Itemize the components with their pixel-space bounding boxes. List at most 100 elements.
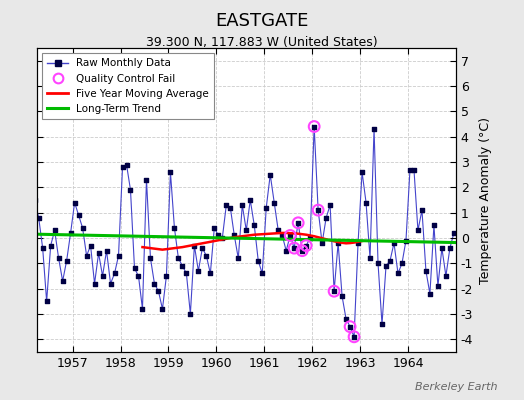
- Text: Berkeley Earth: Berkeley Earth: [416, 382, 498, 392]
- Point: [314, 207, 322, 213]
- Point: [354, 240, 362, 246]
- Point: [158, 306, 167, 312]
- Point: [450, 230, 458, 236]
- Point: [406, 166, 414, 173]
- Point: [286, 232, 294, 239]
- Point: [398, 260, 406, 266]
- Point: [302, 242, 310, 249]
- Point: [330, 288, 339, 294]
- Point: [382, 263, 390, 269]
- Point: [146, 255, 155, 262]
- Point: [434, 283, 442, 289]
- Point: [270, 199, 278, 206]
- Point: [206, 270, 214, 277]
- Point: [346, 324, 354, 330]
- Point: [358, 169, 366, 175]
- Point: [338, 293, 346, 300]
- Point: [94, 250, 103, 256]
- Point: [150, 280, 159, 287]
- Point: [118, 164, 127, 170]
- Point: [258, 270, 266, 277]
- Point: [326, 202, 334, 208]
- Point: [170, 225, 179, 231]
- Point: [390, 240, 398, 246]
- Legend: Raw Monthly Data, Quality Control Fail, Five Year Moving Average, Long-Term Tren: Raw Monthly Data, Quality Control Fail, …: [42, 53, 214, 119]
- Point: [302, 242, 310, 249]
- Point: [74, 212, 83, 218]
- Point: [286, 232, 294, 239]
- Point: [202, 252, 211, 259]
- Point: [30, 197, 39, 203]
- Point: [386, 258, 394, 264]
- Point: [38, 245, 47, 251]
- Point: [294, 220, 302, 226]
- Point: [90, 280, 99, 287]
- Point: [182, 270, 191, 277]
- Point: [250, 222, 258, 228]
- Point: [318, 240, 326, 246]
- Point: [234, 255, 243, 262]
- Point: [102, 248, 111, 254]
- Point: [334, 240, 342, 246]
- Point: [138, 306, 147, 312]
- Point: [394, 270, 402, 277]
- Point: [374, 260, 382, 266]
- Point: [47, 242, 55, 249]
- Point: [378, 321, 386, 327]
- Point: [370, 126, 378, 132]
- Point: [106, 280, 115, 287]
- Point: [226, 204, 235, 211]
- Point: [186, 311, 194, 317]
- Point: [446, 245, 454, 251]
- Point: [266, 172, 275, 178]
- Point: [190, 242, 199, 249]
- Point: [198, 245, 206, 251]
- Point: [346, 324, 354, 330]
- Point: [99, 273, 107, 279]
- Point: [298, 248, 307, 254]
- Point: [67, 230, 75, 236]
- Point: [362, 199, 370, 206]
- Point: [174, 255, 182, 262]
- Point: [114, 252, 123, 259]
- Point: [27, 240, 35, 246]
- Point: [122, 161, 130, 168]
- Point: [342, 316, 350, 322]
- Point: [218, 235, 226, 241]
- Point: [166, 169, 174, 175]
- Point: [178, 263, 187, 269]
- Point: [430, 222, 438, 228]
- Point: [442, 273, 450, 279]
- Point: [402, 237, 410, 244]
- Point: [222, 202, 231, 208]
- Point: [350, 334, 358, 340]
- Point: [246, 197, 255, 203]
- Point: [50, 227, 59, 234]
- Point: [130, 265, 139, 272]
- Point: [418, 207, 426, 213]
- Y-axis label: Temperature Anomaly (°C): Temperature Anomaly (°C): [478, 116, 492, 284]
- Point: [410, 166, 418, 173]
- Point: [154, 288, 162, 294]
- Text: EASTGATE: EASTGATE: [215, 12, 309, 30]
- Point: [262, 204, 270, 211]
- Point: [242, 227, 250, 234]
- Point: [310, 123, 319, 130]
- Point: [86, 242, 95, 249]
- Point: [290, 245, 298, 251]
- Point: [330, 288, 339, 294]
- Point: [306, 235, 314, 241]
- Point: [322, 214, 330, 221]
- Point: [425, 290, 434, 297]
- Point: [278, 232, 287, 239]
- Point: [254, 258, 263, 264]
- Point: [42, 298, 51, 304]
- Point: [282, 248, 290, 254]
- Point: [310, 123, 319, 130]
- Point: [298, 248, 307, 254]
- Point: [438, 245, 446, 251]
- Point: [35, 214, 43, 221]
- Point: [294, 220, 302, 226]
- Point: [134, 273, 143, 279]
- Point: [238, 202, 246, 208]
